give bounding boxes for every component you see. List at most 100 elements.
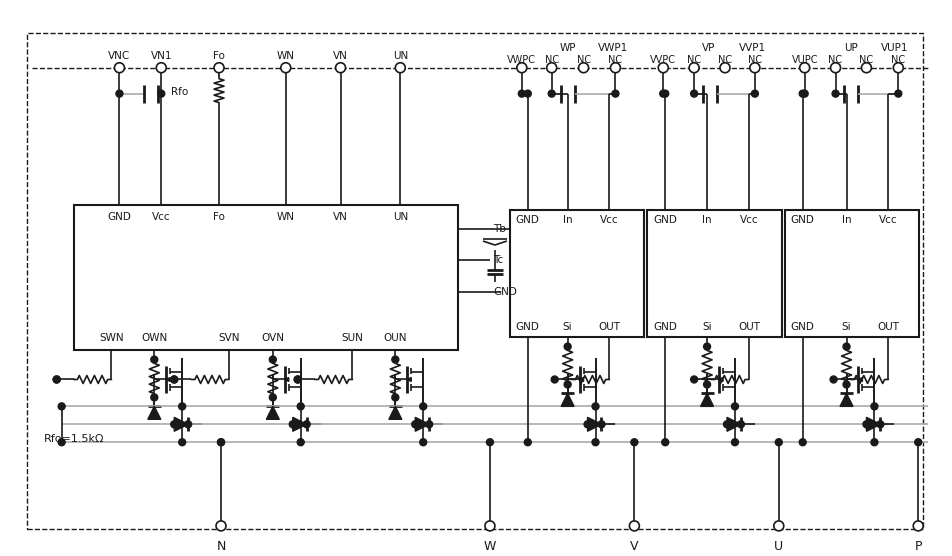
Text: OUT: OUT	[877, 322, 899, 332]
Polygon shape	[587, 418, 601, 431]
Circle shape	[216, 521, 226, 531]
Text: VN1: VN1	[150, 51, 171, 61]
Circle shape	[863, 421, 869, 428]
Polygon shape	[561, 394, 573, 406]
Text: NC: NC	[576, 54, 590, 64]
Text: GND: GND	[653, 215, 677, 225]
Circle shape	[749, 63, 759, 73]
Circle shape	[391, 394, 398, 401]
Circle shape	[688, 63, 699, 73]
Text: In: In	[702, 215, 711, 225]
Text: VVP1: VVP1	[739, 43, 765, 53]
Text: VN: VN	[333, 51, 347, 61]
Text: In: In	[841, 215, 850, 225]
Circle shape	[214, 63, 224, 73]
Circle shape	[737, 421, 744, 428]
Circle shape	[564, 381, 570, 388]
Text: Tb: Tb	[492, 224, 506, 234]
Bar	[509, 210, 644, 336]
Circle shape	[269, 394, 276, 401]
Circle shape	[524, 90, 530, 97]
Circle shape	[303, 421, 309, 428]
Circle shape	[801, 90, 807, 97]
Polygon shape	[865, 418, 880, 431]
Circle shape	[281, 63, 290, 73]
Text: SVN: SVN	[218, 332, 240, 342]
Circle shape	[170, 421, 177, 428]
Text: NC: NC	[747, 54, 762, 64]
Text: SUN: SUN	[341, 332, 363, 342]
Circle shape	[53, 376, 60, 383]
Text: NC: NC	[859, 54, 873, 64]
Circle shape	[158, 90, 165, 97]
Text: P: P	[914, 540, 921, 553]
Circle shape	[156, 63, 166, 73]
Circle shape	[185, 421, 191, 428]
Text: UP: UP	[843, 43, 857, 53]
Polygon shape	[407, 378, 411, 381]
Circle shape	[150, 394, 158, 401]
Text: GND: GND	[492, 287, 516, 297]
Circle shape	[598, 421, 605, 428]
Text: Tc: Tc	[492, 255, 503, 265]
Circle shape	[524, 439, 530, 446]
Text: OWN: OWN	[141, 332, 168, 342]
Circle shape	[690, 90, 697, 97]
Text: V: V	[629, 540, 638, 553]
Circle shape	[630, 439, 637, 446]
Circle shape	[876, 421, 883, 428]
Text: VN: VN	[333, 212, 347, 222]
Text: GND: GND	[790, 322, 814, 332]
Text: GND: GND	[108, 212, 131, 222]
Circle shape	[516, 63, 526, 73]
Circle shape	[773, 521, 783, 531]
Circle shape	[289, 421, 296, 428]
Circle shape	[179, 439, 186, 446]
Circle shape	[269, 356, 276, 363]
Circle shape	[892, 63, 902, 73]
Circle shape	[659, 90, 666, 97]
Polygon shape	[415, 418, 428, 431]
Text: VWP1: VWP1	[598, 43, 628, 53]
Circle shape	[703, 381, 710, 388]
Circle shape	[53, 376, 60, 383]
Bar	[646, 210, 781, 336]
Circle shape	[485, 521, 494, 531]
Circle shape	[731, 439, 738, 446]
Circle shape	[829, 376, 836, 383]
Text: NC: NC	[686, 54, 701, 64]
Text: Si: Si	[563, 322, 572, 332]
Circle shape	[799, 439, 805, 446]
Circle shape	[116, 90, 123, 97]
Text: GND: GND	[653, 322, 677, 332]
Text: OUT: OUT	[598, 322, 620, 332]
Text: WN: WN	[276, 51, 294, 61]
Circle shape	[58, 439, 65, 446]
Text: Vcc: Vcc	[878, 215, 897, 225]
Text: GND: GND	[515, 322, 539, 332]
Circle shape	[723, 421, 730, 428]
Circle shape	[870, 403, 877, 410]
Circle shape	[750, 90, 758, 97]
Circle shape	[426, 421, 432, 428]
Text: Rfo=1.5kΩ: Rfo=1.5kΩ	[44, 434, 104, 444]
Circle shape	[114, 63, 125, 73]
Text: VNC: VNC	[109, 51, 130, 61]
Circle shape	[547, 90, 555, 97]
Text: NC: NC	[607, 54, 622, 64]
Text: W: W	[484, 540, 496, 553]
Text: VVPC: VVPC	[649, 54, 676, 64]
Circle shape	[610, 63, 620, 73]
Text: Si: Si	[841, 322, 850, 332]
Circle shape	[58, 403, 65, 410]
Text: VP: VP	[702, 43, 715, 53]
Circle shape	[518, 90, 525, 97]
Circle shape	[294, 376, 301, 383]
Circle shape	[831, 90, 838, 97]
Circle shape	[843, 381, 849, 388]
Text: Vcc: Vcc	[600, 215, 618, 225]
Circle shape	[411, 421, 418, 428]
Circle shape	[578, 63, 588, 73]
Polygon shape	[174, 418, 188, 431]
Text: Vcc: Vcc	[151, 212, 170, 222]
